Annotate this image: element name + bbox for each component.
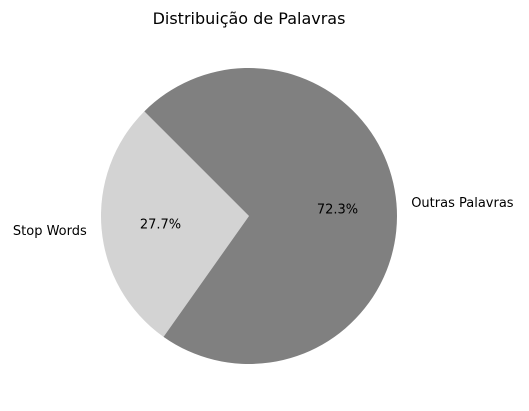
chart-title: Distribuição de Palavras	[153, 9, 346, 28]
pie-labels: 27.7% Stop Words 72.3% Outras Palavras	[13, 196, 514, 239]
pct-label-stop-words: 27.7%	[140, 218, 181, 233]
slice-label-stop-words: Stop Words	[13, 224, 87, 239]
pie-slice-outras-palavras	[144, 68, 398, 365]
pie-slice-stop-words	[101, 111, 250, 337]
pie-slices	[101, 68, 398, 365]
pct-label-outras-palavras: 72.3%	[317, 202, 358, 217]
slice-label-outras-palavras: Outras Palavras	[411, 196, 514, 211]
